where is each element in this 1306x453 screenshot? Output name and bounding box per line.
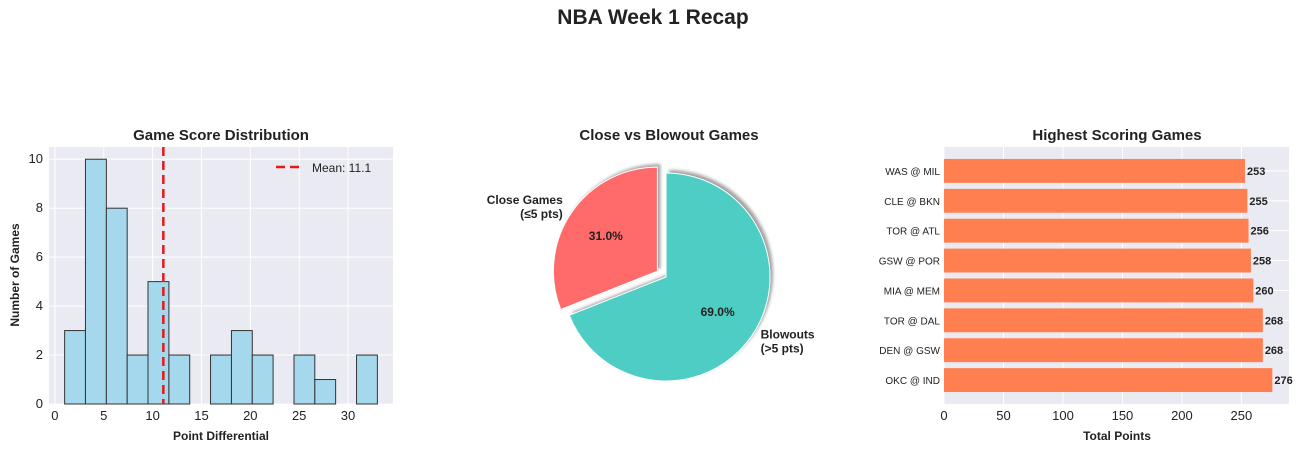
hist-title: Game Score Distribution (133, 127, 309, 144)
hist-bar (105, 207, 128, 405)
hbar-x-tick-label: 250 (1231, 408, 1253, 423)
hbar-bar (944, 158, 1245, 183)
hist-x-tick-label: 5 (100, 408, 107, 423)
pie-slice-label: (≤5 pts) (520, 207, 563, 221)
hist-y-tick-label: 4 (36, 298, 43, 313)
hist-bar (84, 158, 107, 405)
hbar-x-tick-label: 200 (1171, 408, 1193, 423)
hbar-x-tick-label: 100 (1052, 408, 1074, 423)
hist-y-ticks: 0 2 4 6 8 10 (29, 151, 43, 411)
pie-percent-label: 31.0% (589, 229, 623, 243)
hist-bar (230, 330, 253, 405)
hbar-x-label: Total Points (1083, 429, 1151, 443)
hbar-x-ticks: 0 50 100 150 200 250 (940, 408, 1252, 423)
pie-slice-label: Blowouts (761, 327, 815, 341)
hbar-value-label: 268 (1265, 345, 1283, 357)
hist-x-ticks: 0 5 10 15 20 25 30 (51, 408, 355, 423)
hbar-y-tick-label: DEN @ GSW (879, 346, 940, 357)
hist-y-tick-label: 0 (36, 396, 43, 411)
hist-bar (210, 354, 232, 405)
hbar-y-tick-label: OKC @ IND (885, 376, 940, 387)
hbar-bar (944, 278, 1254, 303)
hbar-plot-area (944, 147, 1289, 404)
hbar-title: Highest Scoring Games (1032, 127, 1201, 144)
hbar-x-tick-label: 150 (1112, 408, 1134, 423)
hbar-value-label: 255 (1249, 196, 1267, 208)
hist-x-label: Point Differential (173, 429, 269, 443)
hist-bars (64, 158, 378, 405)
hbar-x-tick-label: 50 (996, 408, 1010, 423)
pie-percent-label: 69.0% (701, 305, 735, 319)
hist-bar (168, 354, 191, 405)
hbar-bar (944, 248, 1251, 273)
hbar-value-label: 276 (1274, 375, 1292, 387)
hbar-bar (944, 338, 1263, 363)
pie-labels: 31.0% Close Games(≤5 pts) 69.0% Blowouts(>5… (487, 193, 815, 355)
hbar-bar (944, 218, 1249, 243)
hist-x-tick-label: 0 (51, 408, 58, 423)
hist-x-tick-label: 10 (145, 408, 159, 423)
hist-x-tick-label: 30 (341, 408, 355, 423)
hist-y-label: Number of Games (8, 223, 22, 327)
pie-slice (568, 172, 771, 382)
hbar-value-label: 258 (1253, 256, 1271, 268)
hist-bar (293, 354, 316, 405)
hist-legend: Mean: 11.1 (276, 161, 371, 175)
hist-y-tick-label: 6 (36, 249, 43, 264)
hist-bar (314, 379, 337, 405)
hbar-y-tick-label: CLE @ BKN (884, 197, 940, 208)
hbar-y-tick-label: GSW @ POR (879, 257, 940, 268)
histogram-chart: 0 5 10 15 20 25 30 0 2 4 6 8 10 Game Score Distribu… (8, 127, 393, 443)
hist-bar (251, 354, 274, 405)
hist-y-tick-label: 8 (36, 200, 43, 215)
hbar-y-tick-label: TOR @ ATL (886, 227, 940, 238)
hbar-y-ticks: WAS @ MIL CLE @ BKN TOR @ ATL GSW @ POR MIA … (879, 167, 941, 387)
pie-slices (552, 166, 771, 382)
pie-slice-label: (>5 pts) (761, 341, 804, 355)
hist-x-tick-label: 25 (292, 408, 306, 423)
hbar-y-tick-label: MIA @ MEM (884, 286, 940, 297)
hbar-y-tick-label: TOR @ DAL (884, 316, 941, 327)
pie-slice-label: Close Games (487, 193, 563, 207)
top-games-bar-chart: 253 255 256 258 260 268 268 276 0 50 100 150 200 250… (879, 127, 1293, 443)
hist-bar (147, 281, 170, 405)
hbar-x-tick-label: 0 (940, 408, 947, 423)
hist-x-tick-label: 15 (194, 408, 208, 423)
hist-x-tick-label: 20 (243, 408, 257, 423)
hist-bar (126, 354, 149, 405)
hbar-value-label: 268 (1265, 315, 1283, 327)
hbar-bar (944, 188, 1248, 213)
figure-title: NBA Week 1 Recap (557, 6, 749, 29)
hist-bar (356, 354, 378, 405)
hbar-value-label: 256 (1251, 226, 1269, 238)
hbar-y-tick-label: WAS @ MIL (885, 167, 940, 178)
hbar-bar (944, 308, 1263, 333)
pie-chart: Close vs Blowout Games 31.0%Close Games(… (487, 127, 815, 382)
hbar-value-label: 253 (1247, 166, 1265, 178)
hist-y-tick-label: 2 (36, 347, 43, 362)
hist-y-tick-label: 10 (29, 151, 43, 166)
hbar-bars: 253 255 256 258 260 268 268 276 (944, 158, 1293, 393)
hbar-bar (944, 368, 1273, 393)
hbar-value-label: 260 (1255, 285, 1273, 297)
hist-legend-label: Mean: 11.1 (312, 161, 371, 175)
pie-slice (552, 166, 658, 311)
hist-bar (64, 330, 86, 405)
pie-title: Close vs Blowout Games (579, 127, 758, 144)
